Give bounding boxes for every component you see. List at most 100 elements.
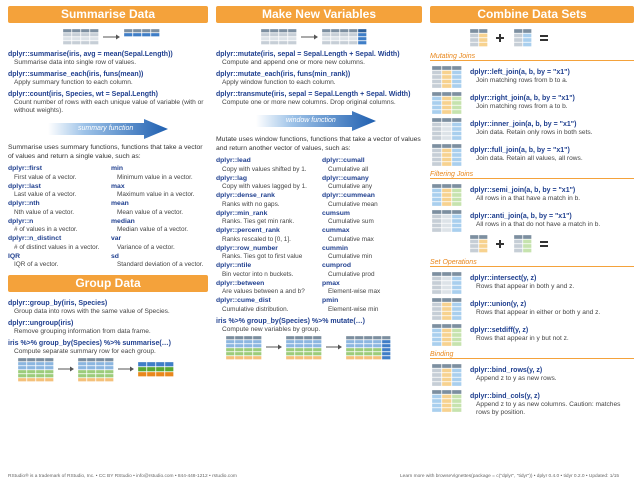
join-row: dplyr::intersect(y, z) Rows that appear i… (430, 271, 634, 295)
cell (354, 351, 364, 356)
cell (451, 79, 462, 84)
arrow-head (338, 344, 342, 349)
cell (451, 363, 462, 369)
cell (17, 357, 27, 362)
function-desc: Bin vector into n buckets. (222, 270, 294, 278)
function-name: dplyr::cummean (322, 192, 375, 199)
cell (441, 271, 452, 277)
cell (44, 373, 54, 378)
diagram (469, 28, 548, 47)
cell (431, 289, 442, 295)
function-desc: Join matching rows from a to b. (476, 103, 568, 110)
cell (441, 315, 452, 321)
cell (278, 32, 288, 37)
cell (441, 328, 452, 333)
cell (469, 234, 479, 240)
cell (513, 239, 523, 244)
cell (62, 36, 72, 41)
cell (522, 234, 532, 240)
cell (451, 70, 462, 75)
function-desc: Variance of a vector. (117, 243, 175, 251)
function-desc: Rows that appear in y but not z. (476, 335, 569, 342)
function-desc: # of distinct values in a vector. (14, 243, 100, 251)
join-row: dplyr::full_join(a, b, by = "x1") Join da… (430, 143, 634, 167)
function-name: sd (111, 252, 119, 260)
join-text: dplyr::union(y, z) Rows that appear in ei… (470, 297, 600, 317)
cell (330, 40, 340, 45)
function-desc: Append z to y as new columns. Caution: m… (476, 401, 621, 416)
cell (35, 357, 45, 362)
cell (431, 271, 442, 277)
cell (451, 407, 462, 413)
cell (80, 40, 90, 45)
function-desc: Minimum value in a vector. (117, 173, 193, 181)
cell (431, 152, 442, 158)
cell (441, 91, 452, 97)
cell (287, 32, 297, 37)
cell (431, 74, 442, 80)
cell (441, 280, 452, 286)
cell (451, 227, 462, 233)
cell (339, 32, 349, 37)
cell (451, 328, 462, 333)
cell (441, 183, 452, 189)
function-name: median (111, 217, 135, 225)
function-column: dplyr::first First value of a vector. dply… (8, 164, 105, 269)
function-code: dplyr::group_by(iris, Species) (8, 300, 108, 307)
cell (431, 276, 442, 281)
cell (451, 161, 462, 167)
cell (26, 357, 36, 362)
function-code: dplyr::inner_join(a, b, by = "x1") (470, 121, 577, 128)
cell (431, 372, 442, 378)
arrow-label: window function (286, 117, 336, 124)
cell (441, 143, 452, 149)
cell (86, 357, 96, 362)
cell (451, 135, 462, 141)
cell (278, 28, 288, 33)
cell (451, 214, 462, 219)
cell (431, 377, 442, 382)
cell (252, 351, 262, 356)
cell (441, 323, 452, 329)
cell (86, 369, 96, 374)
cell (441, 188, 452, 193)
cell (123, 28, 133, 33)
cell (441, 389, 452, 395)
cell (357, 32, 367, 37)
footer-left: RStudio® is a trademark of RStudio, Inc.… (8, 474, 237, 479)
function-desc: Compute new variables by group. (222, 325, 321, 333)
function-code: dplyr::mutate(iris, sepal = Sepal.Length… (216, 51, 400, 58)
cell (431, 183, 442, 189)
cell (451, 389, 462, 395)
cell (225, 335, 235, 340)
function-code: dplyr::semi_join(a, b, by = "x1") (470, 187, 576, 194)
cell (141, 28, 151, 33)
cell (44, 377, 54, 382)
cell (469, 33, 479, 38)
cell (71, 32, 81, 37)
cell (381, 355, 391, 360)
function-name: dplyr::row_number (216, 244, 278, 252)
cell (86, 377, 96, 382)
cell (431, 122, 442, 127)
intro-text: Summarise uses summary functions, functi… (8, 144, 203, 160)
cell (451, 341, 462, 347)
function-desc: Cumulative sum (328, 218, 374, 225)
cell (363, 355, 373, 360)
cell (294, 335, 304, 340)
cell (234, 343, 244, 348)
cell (345, 335, 355, 340)
cell (451, 315, 462, 321)
cell (363, 343, 373, 348)
cell (303, 335, 313, 340)
function-desc: Count number of rows with each unique va… (14, 99, 204, 114)
function-name: IQR (8, 252, 21, 260)
function-name: pmin (322, 297, 339, 304)
cell (17, 369, 27, 374)
cell (17, 361, 27, 366)
cell (441, 122, 452, 127)
cell (141, 32, 151, 37)
cell (478, 248, 488, 253)
section-header: Make New Variables (216, 6, 422, 23)
